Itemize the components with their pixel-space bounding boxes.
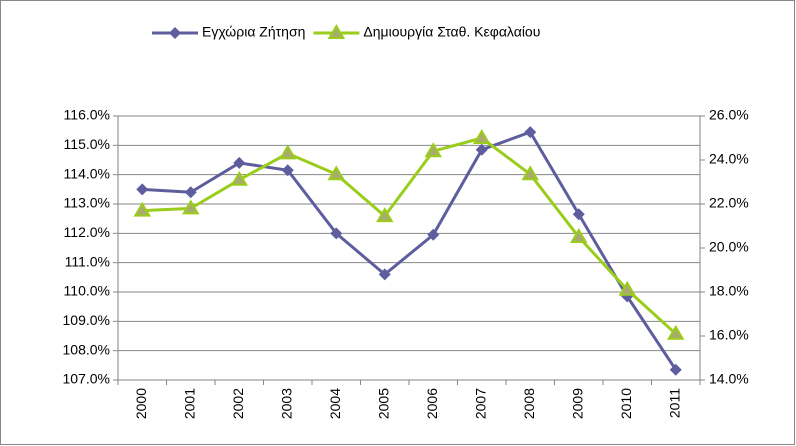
y-tick-label: 107.0% [63,371,110,387]
x-tick-label: 2001 [181,388,197,419]
y2-tick-label: 14.0% [709,371,749,387]
marker [521,165,539,181]
x-tick-label: 2006 [424,388,440,419]
marker [230,170,248,186]
y-tick-label: 114.0% [64,165,110,181]
marker [233,156,246,169]
marker [475,143,488,156]
y-tick-label: 115.0% [64,136,110,152]
y2-tick-label: 20.0% [709,239,749,255]
y-tick-label: 113.0% [64,195,110,211]
marker [136,183,149,196]
x-tick-label: 2007 [472,388,488,419]
x-tick-label: 2000 [133,388,149,419]
y-tick-label: 111.0% [65,253,110,269]
x-tick-label: 2002 [230,388,246,419]
marker [618,280,636,296]
x-tick-label: 2005 [375,388,391,419]
marker [279,144,297,160]
marker [427,228,440,241]
x-tick-label: 2009 [569,388,585,419]
y2-tick-label: 24.0% [709,151,749,167]
y-tick-label: 110.0% [64,283,110,299]
series-line [142,130,678,371]
y2-tick-label: 18.0% [709,283,749,299]
marker [184,186,197,199]
marker [570,228,588,243]
x-tick-label: 2010 [618,388,634,419]
marker [572,208,585,221]
legend-label: Εγχώρια Ζήτηση [202,24,305,40]
y-tick-label: 108.0% [63,341,110,357]
marker [473,129,491,144]
y-tick-label: 109.0% [63,312,110,328]
marker [327,24,346,39]
marker [378,268,391,281]
marker [376,207,394,223]
marker [133,201,151,217]
legend-label: Δημιουργία Σταθ. Κεφαλαίου [363,24,540,40]
marker [524,126,537,139]
y2-tick-label: 22.0% [709,195,749,211]
y-tick-label: 116.0% [64,107,110,123]
y2-tick-label: 26.0% [709,107,749,123]
marker [169,27,181,39]
x-tick-label: 2003 [278,388,294,419]
marker [182,199,200,215]
y2-tick-label: 16.0% [709,327,749,343]
x-tick-label: 2011 [666,388,682,418]
marker [281,164,294,177]
x-tick-label: 2004 [327,388,343,419]
x-tick-label: 2008 [521,388,537,419]
y-tick-label: 112.0% [64,224,110,240]
series-line [142,136,677,335]
marker [667,324,685,340]
marker [669,363,682,376]
marker [327,165,345,181]
marker [424,142,442,158]
marker [330,227,343,240]
